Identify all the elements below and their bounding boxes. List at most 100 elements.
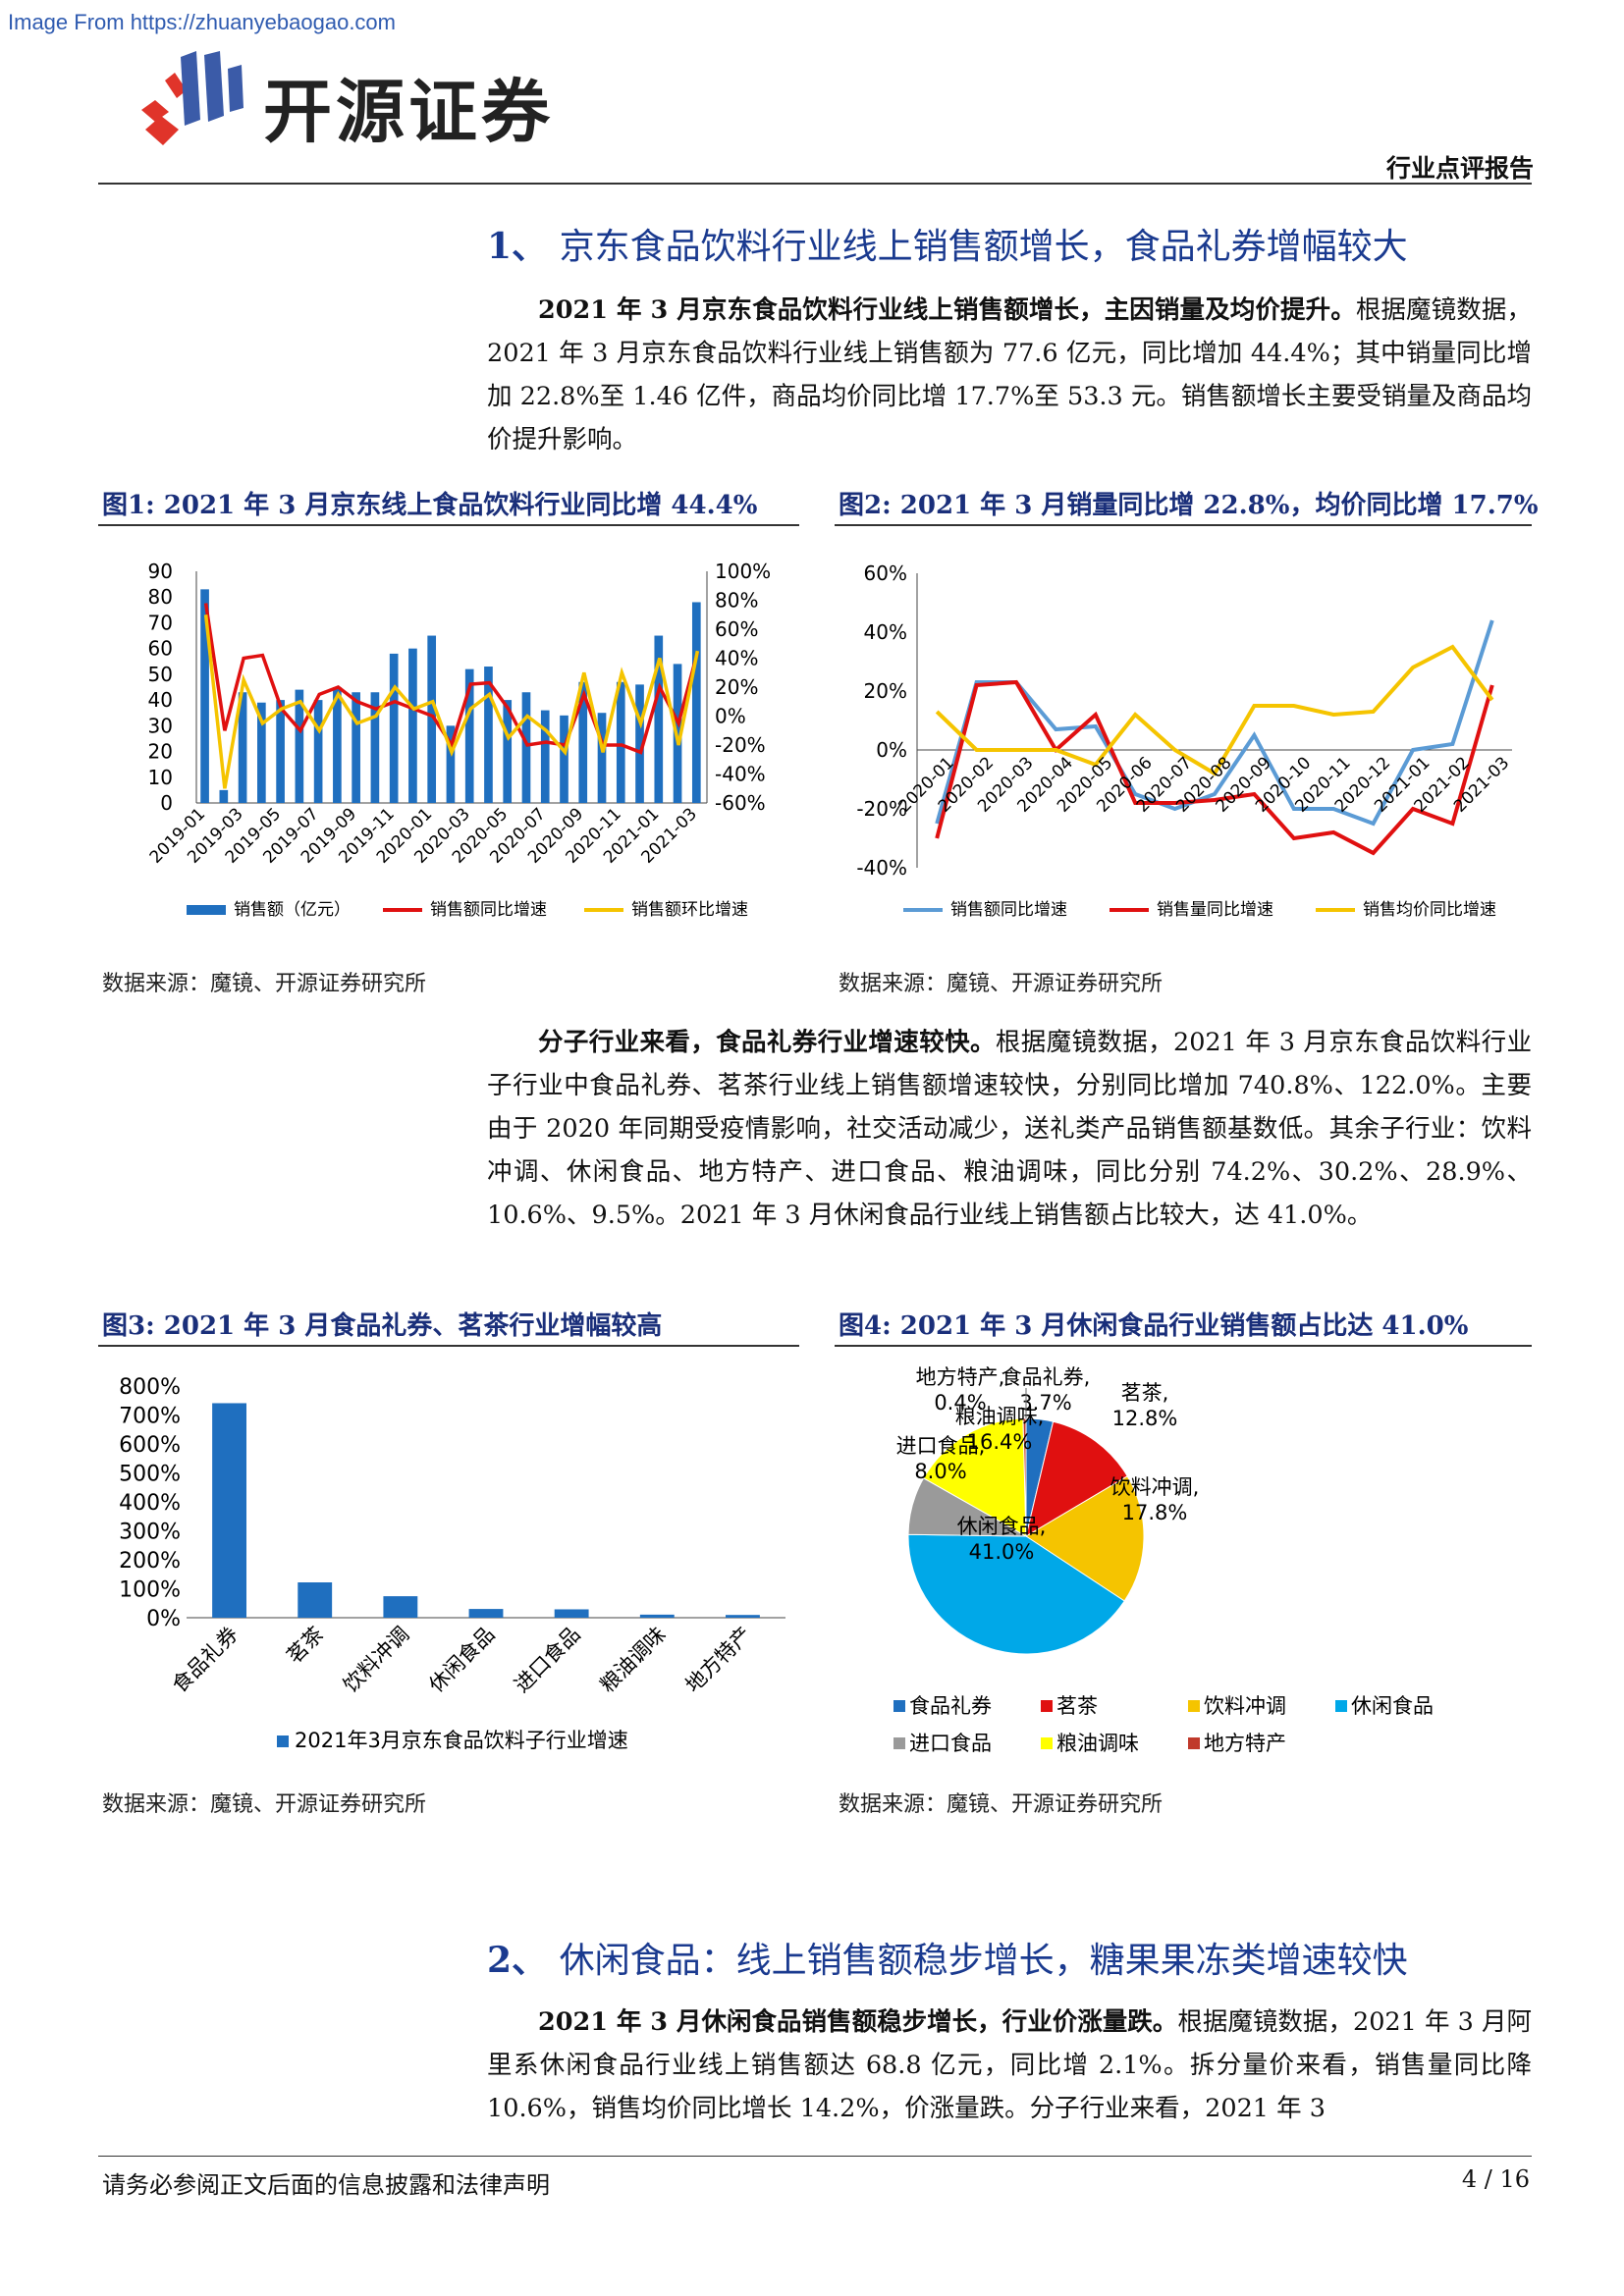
fig3-ytick: 200% [119, 1549, 181, 1574]
fig4-slice-name: 饮料冲调, [1110, 1475, 1200, 1499]
fig4-slice-value: 3.7% [1019, 1391, 1071, 1415]
fig1-bar [540, 710, 550, 803]
fig1-ytick-left: 40 [148, 688, 173, 712]
fig1-ytick-left: 60 [148, 637, 173, 661]
fig2-legend-label: 销售量同比增速 [1157, 900, 1273, 920]
fig2-line-0 [935, 619, 1494, 827]
fig1-bar [333, 687, 342, 803]
fig1-ytick-right: 0% [715, 705, 746, 728]
fig4-legend-swatch [893, 1737, 905, 1749]
fig1-ytick-left: 70 [148, 611, 173, 634]
fig3-ytick: 300% [119, 1521, 181, 1545]
fig4-title: 图4: 2021 年 3 月休闲食品行业销售额占比达 41.0% [839, 1306, 1468, 1342]
fig1-ytick-right: 20% [715, 675, 758, 699]
fig1-ytick-left: 50 [148, 663, 173, 686]
fig1-bar [219, 789, 229, 803]
section-1-title: 京东食品饮料行业线上销售额增长，食品礼券增幅较大 [559, 227, 1408, 267]
fig3-bar [639, 1614, 675, 1618]
fig1-ytick-left: 90 [148, 560, 173, 583]
fig1-divider [98, 524, 799, 526]
fig3-bar [383, 1596, 418, 1618]
fig4-legend-label: 茗茶 [1056, 1694, 1098, 1718]
fig1-title: 图1: 2021 年 3 月京东线上食品饮料行业同比增 44.4% [102, 485, 757, 521]
fig1-bar [597, 713, 607, 803]
fig4-slice [1025, 1420, 1128, 1538]
fig4-legend-swatch [1335, 1700, 1347, 1712]
fig4-legend-label: 粮油调味 [1056, 1732, 1139, 1755]
brand-name: 开源证券 [263, 72, 554, 152]
fig1-ytick-right: 40% [715, 647, 758, 670]
paragraph-3-body: 根据魔镜数据，2021 年 3 月阿里系休闲食品行业线上销售额达 68.8 亿元… [487, 2007, 1532, 2123]
fig1-bar [521, 692, 531, 803]
fig3-title-text: 2021 年 3 月食品礼券、茗茶行业增幅较高 [163, 1311, 663, 1341]
fig3-bar [212, 1403, 246, 1618]
fig4-legend-label: 进口食品 [909, 1732, 992, 1755]
fig1-legend-label: 销售额同比增速 [430, 900, 547, 920]
fig4-slice-name: 粮油调味, [955, 1405, 1045, 1428]
fig1-bar [484, 667, 493, 803]
fig3-bar [468, 1609, 504, 1618]
fig3-label: 图3: [102, 1311, 155, 1341]
fig4-slice-value: 8.0% [914, 1460, 966, 1483]
fig1-legend-label: 销售额（亿元） [234, 900, 351, 920]
fig1-bar [635, 684, 644, 803]
fig3-chart: 800% 700% 600% 500% 400% 300% 200% 100% 0%食品礼券 茗茶… [119, 1375, 785, 1752]
fig1-bar [464, 668, 474, 803]
fig4-slice [922, 1417, 1027, 1537]
fig1-bar [257, 702, 266, 803]
fig2-title-text: 2021 年 3 月销量同比增 22.8%，均价同比增 17.7% [899, 491, 1539, 520]
header-divider [98, 183, 1532, 185]
fig1-ytick-right: -60% [715, 791, 766, 815]
fig1-ytick-left: 30 [148, 714, 173, 737]
fig1-legend-swatch-bar [187, 905, 226, 915]
fig3-ytick: 600% [119, 1433, 181, 1458]
fig4-legend-label: 食品礼券 [909, 1694, 992, 1718]
fig1-bar [276, 700, 285, 803]
fig1-source: 数据来源：魔镜、开源证券研究所 [102, 972, 427, 996]
fig3-xtick: 进口食品 [510, 1623, 584, 1697]
fig4-legend-swatch [1041, 1700, 1053, 1712]
fig2-divider [835, 524, 1532, 526]
fig3-title: 图3: 2021 年 3 月食品礼券、茗茶行业增幅较高 [102, 1306, 662, 1342]
fig1-ytick-right: 60% [715, 617, 758, 641]
fig1-bar [313, 700, 323, 803]
section-1-heading: 1、 京东食品饮料行业线上销售额增长，食品礼券增幅较大 [487, 218, 1408, 269]
fig3-legend-swatch [277, 1735, 289, 1747]
fig3-xtick: 食品礼券 [168, 1623, 243, 1697]
fig2-label: 图2: [839, 491, 892, 520]
fig1-bar [352, 692, 360, 803]
fig1-bar [408, 648, 417, 803]
fig1-ytick-right: 80% [715, 589, 758, 613]
fig4-legend-swatch [1188, 1737, 1200, 1749]
fig2-ytick: 0% [876, 738, 907, 762]
fig1-ytick-left: 0 [160, 791, 173, 815]
source-url[interactable]: Image From https://zhuanyebaogao.com [8, 10, 396, 34]
fig4-slice-value: 16.4% [967, 1430, 1033, 1454]
paragraph-3-lead: 2021 年 3 月休闲食品销售额稳步增长，行业价涨量跌。 [538, 2007, 1178, 2037]
fig3-xtick: 休闲食品 [424, 1623, 499, 1697]
fig3-ytick: 700% [119, 1405, 181, 1429]
fig1-bar [200, 589, 209, 803]
fig1-ytick-left: 20 [148, 740, 173, 764]
fig4-slice [907, 1533, 1125, 1655]
footer-divider [98, 2156, 1532, 2157]
fig1-bar [446, 725, 456, 803]
fig1-label: 图1: [102, 491, 155, 520]
fig3-ytick: 400% [119, 1491, 181, 1516]
fig3-bar [554, 1609, 589, 1618]
fig1-bar [295, 689, 304, 803]
fig4-slice-name: 茗茶, [1121, 1381, 1169, 1405]
section-2-number: 2、 [487, 1940, 548, 1981]
fig4-slice-value: 0.4% [934, 1391, 986, 1415]
fig1-bar [503, 700, 513, 803]
fig1-bar [238, 692, 247, 803]
fig3-ytick: 100% [119, 1578, 181, 1603]
fig2-ytick: -20% [856, 797, 907, 821]
fig3-divider [98, 1345, 799, 1347]
paragraph-2-body: 根据魔镜数据，2021 年 3 月京东食品饮料行业子行业中食品礼券、茗茶行业线上… [487, 1028, 1532, 1230]
fig1-ytick-right: 100% [715, 560, 771, 583]
fig1-line-mom [203, 614, 700, 789]
section-1-number: 1、 [487, 226, 548, 267]
report-type: 行业点评报告 [1385, 154, 1534, 183]
